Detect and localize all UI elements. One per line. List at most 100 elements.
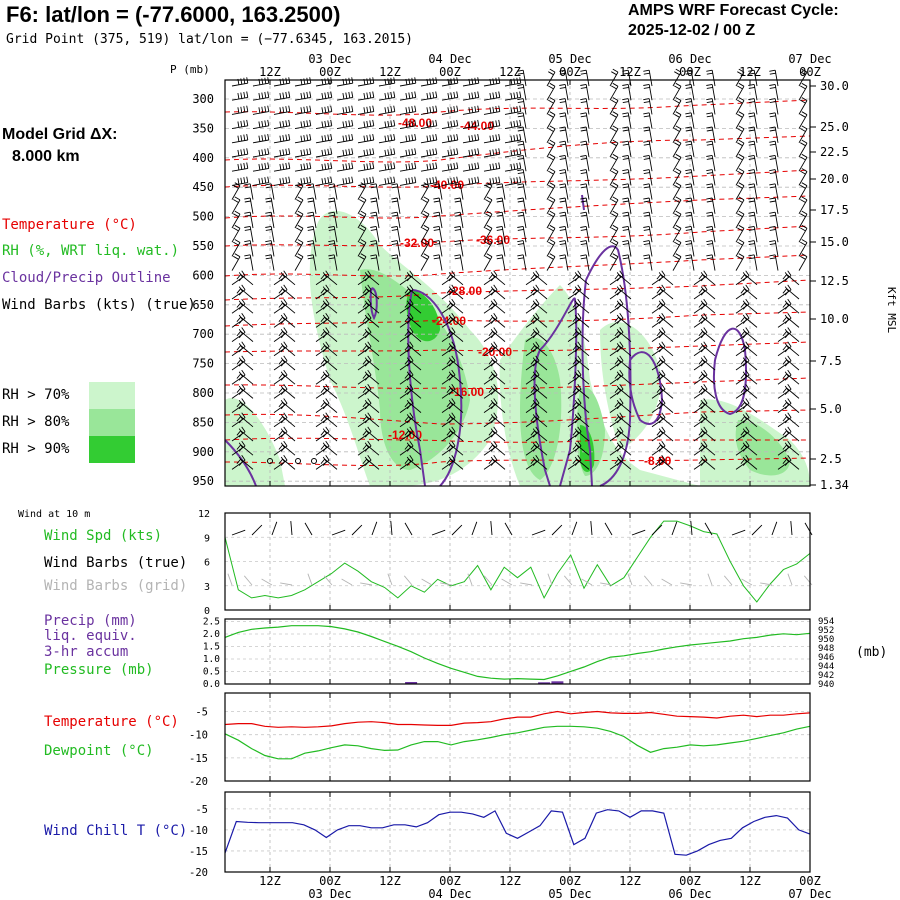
wind-barb <box>609 128 619 144</box>
wind-barb-flag <box>517 243 524 246</box>
wind-barb <box>690 197 695 214</box>
wind-barb-flag <box>580 129 587 132</box>
wind-barb-flag <box>517 183 524 186</box>
wind-barb <box>231 213 241 229</box>
wind-barb-flag <box>446 316 452 322</box>
wind-barb-flag <box>559 154 566 157</box>
wind-barb-flag <box>614 302 620 308</box>
wind-barb-flag <box>238 403 244 410</box>
wind-barb <box>546 114 556 129</box>
temp-ytick-label: -10 <box>189 730 208 742</box>
wind-barb-flag <box>477 148 480 155</box>
wind-barb-flag <box>498 119 501 126</box>
wind-barb-flag <box>364 375 370 381</box>
wind-barb-flag <box>422 213 428 218</box>
wind-barb <box>744 330 758 342</box>
wind-barb <box>522 141 527 158</box>
cloud-outline <box>628 351 664 425</box>
wind-barb-flag <box>321 107 324 114</box>
wind-barb-flag <box>426 107 429 114</box>
wind-barb-flag <box>738 125 745 130</box>
wind-barb-flag <box>384 164 387 171</box>
wind-barb-flag <box>706 154 713 157</box>
wind-barb-flag <box>782 444 788 450</box>
wind-barb-flag <box>429 120 432 127</box>
wind-barb-flag <box>244 200 251 203</box>
wind-barb-flag <box>745 412 750 418</box>
wind-barb <box>312 254 317 271</box>
wind-barb-flag <box>243 162 246 169</box>
wind-barb <box>711 112 716 129</box>
wind-barb-flag <box>408 106 411 113</box>
precip-ytick-label: 2.5 <box>203 617 220 628</box>
wind-barb <box>492 430 506 442</box>
wind-barb-flag <box>328 225 335 228</box>
wind-barb-flag <box>498 176 501 183</box>
wind-barb-flag <box>456 176 459 183</box>
wind-barb-flag <box>282 163 285 170</box>
wind-barb <box>396 183 401 200</box>
wind-barb-flag <box>446 331 452 337</box>
wind-barb <box>483 199 493 215</box>
wind-barb-flag <box>448 389 454 395</box>
wind-barb-flag <box>703 440 708 447</box>
wind-barb-flag <box>572 416 578 422</box>
wind-barb-flag <box>471 120 474 127</box>
wind-barb-flag <box>342 107 345 114</box>
wind-barb-flag <box>432 148 435 155</box>
wind-barb-grid <box>261 578 273 586</box>
wind-barb <box>609 142 619 158</box>
wind-barb-flag <box>559 169 566 172</box>
wind-barb-flag <box>740 316 746 322</box>
wind-barb-flag <box>367 455 372 461</box>
wind-barb-flag <box>748 214 755 217</box>
wind-barb-flag <box>559 69 566 72</box>
wind-barb <box>312 226 317 243</box>
wind-barb-flag <box>446 359 452 365</box>
wind-barb-true <box>631 529 646 536</box>
wind-barb <box>735 228 745 243</box>
wind-barb-flag <box>303 92 306 99</box>
wind-barb-flag <box>740 331 746 337</box>
wind-barb-flag <box>451 440 456 447</box>
wind-barb-flag <box>748 228 755 231</box>
wind-barb-flag <box>548 99 554 104</box>
wind-barb-flag <box>405 93 408 100</box>
wind-barb-flag <box>283 440 288 447</box>
wind-barb <box>786 359 800 371</box>
wind-barb-flag <box>238 460 244 466</box>
wind-barb-flag <box>769 143 776 146</box>
wind-barb-flag <box>411 106 414 113</box>
wind-barb-flag <box>498 148 501 155</box>
wind-barb-flag <box>391 254 398 257</box>
wind-barb-flag <box>279 93 282 100</box>
wind-barb-flag <box>643 172 650 175</box>
wind-barb-flag <box>404 444 410 450</box>
wind-barb <box>522 240 527 257</box>
wind-barb <box>252 125 269 130</box>
wind-barb-flag <box>233 213 239 218</box>
wind-barb-flag <box>489 107 492 114</box>
wind-barb-flag <box>303 135 306 142</box>
temperature-isotherm <box>224 195 811 219</box>
wind-barb <box>627 169 632 186</box>
wind-barb-flag <box>559 126 566 129</box>
wind-barb-flag <box>244 254 251 257</box>
wind-barb <box>564 70 569 87</box>
wind-barb <box>375 183 380 200</box>
wind-barb-flag <box>706 126 713 129</box>
wind-barb <box>315 167 332 172</box>
wind-barb <box>282 274 296 286</box>
wind-barb-flag <box>685 186 692 189</box>
wind-barb-flag <box>574 389 580 395</box>
wind-barb-flag <box>656 288 662 294</box>
wind-barb-true <box>651 524 663 536</box>
wind-barb-flag <box>367 355 372 362</box>
wind-barb <box>774 212 779 229</box>
dewpoint-line <box>224 725 811 760</box>
wind-barb-flag <box>261 120 264 127</box>
wind-barb-flag <box>468 178 471 185</box>
chill-ytick-label: -20 <box>189 867 208 879</box>
wind-barb-flag <box>492 92 495 99</box>
wind-barb <box>282 359 296 371</box>
